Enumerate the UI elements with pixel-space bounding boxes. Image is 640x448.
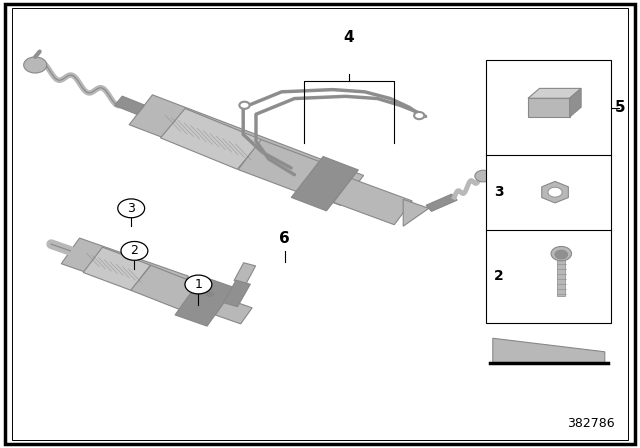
Circle shape — [24, 57, 47, 73]
Polygon shape — [61, 238, 188, 302]
Polygon shape — [234, 263, 255, 284]
Polygon shape — [129, 95, 364, 205]
Polygon shape — [570, 88, 581, 117]
Circle shape — [414, 112, 424, 119]
Bar — [557, 254, 565, 296]
Text: 2: 2 — [131, 244, 138, 258]
Circle shape — [475, 170, 492, 182]
Circle shape — [205, 291, 214, 297]
Circle shape — [548, 187, 562, 197]
Text: 2: 2 — [494, 269, 504, 283]
Circle shape — [555, 250, 568, 259]
Text: 3: 3 — [494, 185, 504, 199]
Bar — [528, 98, 570, 117]
Polygon shape — [403, 199, 429, 226]
Polygon shape — [83, 247, 150, 290]
Circle shape — [121, 241, 148, 260]
Text: 5: 5 — [614, 100, 625, 115]
Polygon shape — [161, 108, 262, 169]
Circle shape — [239, 102, 250, 109]
Text: 1: 1 — [195, 278, 202, 291]
Circle shape — [189, 286, 198, 292]
Polygon shape — [291, 156, 358, 211]
Text: 382786: 382786 — [567, 417, 614, 430]
Text: 4: 4 — [344, 30, 354, 45]
Polygon shape — [215, 299, 252, 324]
Polygon shape — [238, 140, 344, 201]
Circle shape — [197, 289, 206, 295]
Polygon shape — [131, 265, 202, 310]
Polygon shape — [175, 276, 234, 326]
Text: 6: 6 — [280, 232, 290, 246]
Polygon shape — [528, 88, 581, 98]
Polygon shape — [493, 338, 605, 363]
Circle shape — [118, 199, 145, 218]
Circle shape — [551, 246, 572, 261]
Bar — [486, 60, 611, 323]
Polygon shape — [541, 181, 568, 203]
Polygon shape — [333, 178, 412, 225]
Polygon shape — [426, 194, 457, 211]
Text: 3: 3 — [127, 202, 135, 215]
Polygon shape — [223, 280, 250, 306]
Circle shape — [185, 275, 212, 294]
Polygon shape — [115, 96, 145, 114]
